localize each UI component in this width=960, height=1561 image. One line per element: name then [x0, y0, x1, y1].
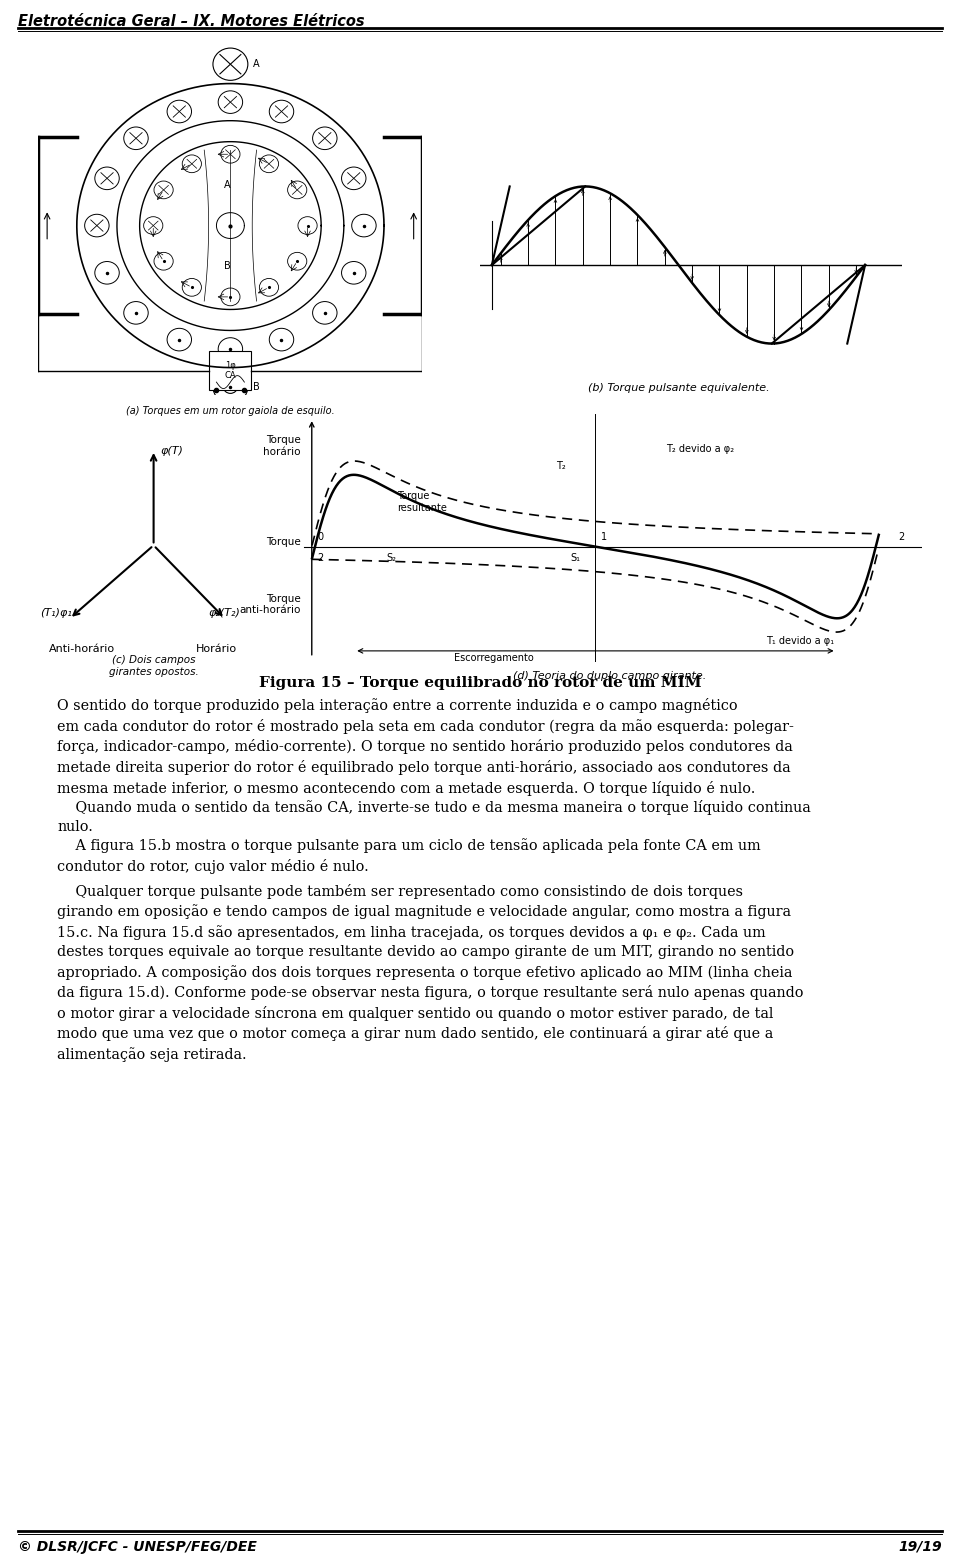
- Text: T₂ devido a φ₂: T₂ devido a φ₂: [666, 443, 734, 454]
- Text: © DLSR/JCFC - UNESP/FEG/DEE: © DLSR/JCFC - UNESP/FEG/DEE: [18, 1541, 257, 1555]
- Text: Eletrotécnica Geral – IX. Motores Elétricos: Eletrotécnica Geral – IX. Motores Elétri…: [18, 14, 365, 30]
- Text: Qualquer torque pulsante pode também ser representado como consistindo de dois t: Qualquer torque pulsante pode também ser…: [57, 884, 804, 1061]
- Text: 0: 0: [318, 532, 324, 542]
- Text: A: A: [224, 180, 230, 190]
- Text: Quando muda o sentido da tensão CA, inverte-se tudo e da mesma maneira o torque : Quando muda o sentido da tensão CA, inve…: [57, 799, 811, 834]
- Text: (b) Torque pulsante equivalente.: (b) Torque pulsante equivalente.: [588, 382, 769, 393]
- Text: A figura 15.b mostra o torque pulsante para um ciclo de tensão aplicada pela fon: A figura 15.b mostra o torque pulsante p…: [57, 838, 760, 874]
- Text: Escorregamento: Escorregamento: [454, 652, 534, 662]
- Text: 2: 2: [318, 553, 324, 562]
- Text: 19/19: 19/19: [899, 1541, 942, 1555]
- Text: 2: 2: [899, 532, 905, 542]
- Text: φ(T): φ(T): [160, 446, 183, 456]
- Text: O sentido do torque produzido pela interação entre a corrente induzida e o campo: O sentido do torque produzido pela inter…: [57, 698, 794, 796]
- Text: B: B: [224, 261, 230, 272]
- Text: Torque
anti-horário: Torque anti-horário: [239, 593, 300, 615]
- Text: 1φ
CA: 1φ CA: [225, 361, 236, 381]
- FancyBboxPatch shape: [209, 351, 252, 390]
- Text: Torque
resultante: Torque resultante: [396, 492, 446, 512]
- Text: φ₂(T₂): φ₂(T₂): [208, 607, 240, 618]
- Text: S₂: S₂: [386, 554, 396, 564]
- Text: A: A: [253, 59, 260, 69]
- Text: S₁: S₁: [570, 554, 581, 564]
- Text: B: B: [253, 382, 260, 392]
- Text: Figura 15 – Torque equilibrado no rotor de um MIM: Figura 15 – Torque equilibrado no rotor …: [258, 676, 702, 690]
- Text: (a) Torques em um rotor gaiola de esquilo.: (a) Torques em um rotor gaiola de esquil…: [126, 406, 335, 417]
- Text: (d) Teoria do duplo campo girante.: (d) Teoria do duplo campo girante.: [513, 671, 707, 681]
- Text: Torque
horário: Torque horário: [263, 436, 300, 457]
- Text: Anti-horário: Anti-horário: [49, 645, 115, 654]
- Text: (T₁)φ₁: (T₁)φ₁: [40, 607, 72, 618]
- Text: (c) Dois campos
girantes opostos.: (c) Dois campos girantes opostos.: [108, 656, 199, 677]
- Text: T₂: T₂: [557, 462, 566, 471]
- Text: Horário: Horário: [196, 645, 237, 654]
- Text: T₁ devido a φ₁: T₁ devido a φ₁: [766, 637, 833, 646]
- Text: Torque: Torque: [266, 537, 300, 548]
- Text: 1: 1: [601, 532, 608, 542]
